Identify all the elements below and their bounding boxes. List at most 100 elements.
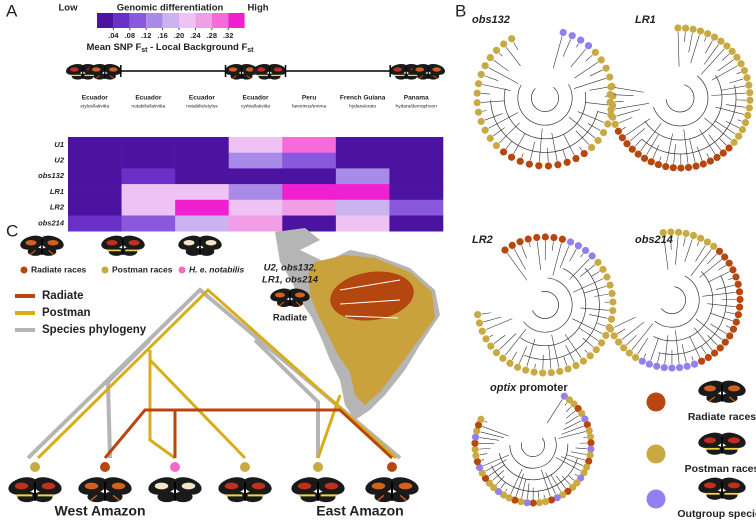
tree-branch	[696, 241, 700, 246]
tree-branch	[545, 472, 556, 495]
tree-branch	[570, 451, 587, 455]
tree-branch	[706, 253, 717, 265]
radiate-tree	[103, 408, 394, 460]
wing	[173, 491, 193, 503]
butterfly	[291, 477, 345, 503]
tree-tip	[522, 366, 530, 374]
tree-tip	[473, 89, 481, 97]
wing-patch	[704, 482, 716, 489]
wing-patch	[70, 67, 79, 72]
wing	[157, 491, 177, 503]
tree-branch	[560, 456, 584, 466]
tree-branch	[481, 459, 485, 461]
tree-tip	[472, 451, 480, 460]
tree-branch	[564, 402, 568, 406]
dispersal-arrow	[339, 279, 401, 291]
heatmap-cell	[282, 184, 337, 201]
legend-title: Genomic differentiation	[117, 3, 224, 14]
tree-tip	[492, 46, 501, 54]
tree-tip	[735, 288, 744, 296]
wing-patch	[224, 482, 239, 490]
tree-tip	[602, 331, 610, 339]
tree-tip	[471, 439, 479, 447]
tree-tip	[539, 369, 547, 377]
tree-tip	[579, 357, 587, 365]
wing-patch	[251, 482, 266, 490]
tree-tip	[609, 307, 617, 315]
heatmap-cell	[68, 168, 122, 185]
tree-branch	[507, 253, 528, 281]
tree-branch	[659, 156, 662, 161]
tree-branch	[562, 39, 571, 57]
tree-tip	[660, 363, 668, 372]
colorbar-cell	[129, 13, 147, 28]
tree-tip	[608, 289, 616, 298]
tree-tip	[473, 427, 481, 435]
tree-branch	[681, 343, 687, 363]
tree-tip	[529, 499, 537, 507]
tree-tip	[631, 353, 640, 362]
tree-tip	[703, 238, 712, 246]
tree-branch	[524, 267, 600, 360]
heatmap-cell	[175, 184, 230, 201]
heatmap-cell	[121, 184, 176, 201]
tree-branch	[541, 469, 551, 497]
tree-tip	[704, 30, 712, 38]
heatmap-cell	[121, 215, 176, 232]
tree-branch	[565, 415, 579, 425]
wing-ray	[376, 494, 385, 502]
tree-branch	[505, 328, 527, 356]
tree-branch	[585, 102, 609, 106]
colorbar-cell	[211, 13, 229, 28]
colorbar-tick-label: .04	[108, 31, 119, 40]
wing-patch	[432, 67, 441, 72]
tree-branch	[640, 123, 662, 152]
tree-tip	[478, 327, 486, 335]
postman-tree	[316, 394, 342, 459]
tree-branch	[658, 275, 727, 355]
wing-patch	[183, 239, 195, 246]
tree-tip	[478, 469, 486, 477]
tree-branch	[574, 78, 606, 89]
wing-ray	[295, 301, 302, 307]
tree-branch	[548, 345, 552, 369]
tree-tip	[721, 253, 729, 261]
wing-patch	[154, 482, 169, 490]
tree-tip	[492, 349, 501, 357]
wing-patch	[393, 67, 402, 72]
tree-tip	[499, 148, 508, 156]
tree-tip	[477, 117, 485, 126]
tree-branch	[580, 307, 609, 311]
tree-branch	[580, 253, 584, 258]
tree-branch	[513, 132, 526, 154]
tree-tip	[675, 363, 684, 372]
butterfly	[411, 63, 445, 80]
colorbar-tick-label: .28	[207, 31, 217, 40]
tree-tip	[556, 367, 564, 375]
tree-tip	[734, 280, 742, 288]
heatmap-cell	[335, 168, 390, 185]
tree-branch	[488, 112, 519, 129]
tree-tip	[602, 64, 610, 72]
wing	[71, 72, 84, 80]
region-label: East Amazon	[316, 503, 403, 519]
heatmap-cell	[335, 152, 390, 169]
race-label: H. e. notabilis	[189, 264, 245, 274]
tree-tip	[735, 132, 743, 140]
tree-tip	[585, 457, 593, 465]
tree-label-part: optix	[490, 382, 517, 394]
tree-label-part: promoter	[516, 382, 568, 394]
tree-branch	[479, 437, 499, 441]
tree-label-part: obs214	[635, 234, 673, 246]
butterfly	[148, 477, 202, 503]
tree-tip	[618, 134, 626, 142]
wing-ray	[29, 249, 36, 256]
tree-branch	[621, 126, 627, 130]
tree-tip	[689, 231, 698, 240]
heatmap-cell	[68, 215, 122, 232]
wing-ray	[278, 301, 285, 307]
tree-branch	[653, 271, 714, 342]
heatmap-cell	[228, 199, 283, 216]
butterfly	[88, 63, 122, 80]
tree-tip	[740, 66, 749, 75]
